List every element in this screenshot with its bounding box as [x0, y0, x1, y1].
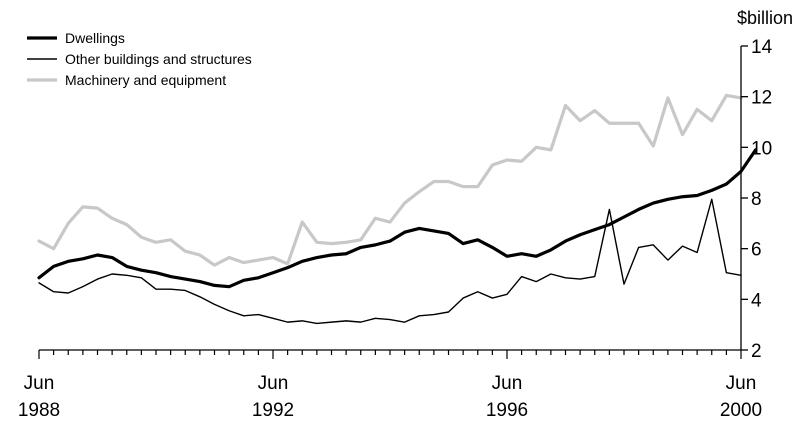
- y-tick-label: 4: [751, 290, 762, 311]
- y-tick-label: 8: [751, 189, 762, 210]
- x-tick-label-year: 2000: [720, 400, 762, 421]
- x-tick-label-month: Jun: [726, 373, 757, 394]
- series-line-other-buildings-and-structures: [38, 198, 742, 325]
- x-tick-label-month: Jun: [24, 373, 55, 394]
- series-line-machinery-and-equipment: [37, 93, 743, 267]
- y-tick-label: 6: [751, 240, 762, 261]
- x-tick-label-year: 1988: [18, 400, 60, 421]
- y-axis: 2 4 6 8 10 12 14: [740, 37, 773, 362]
- x-axis: Jun 1988 Jun 1992 Jun 1996 Jun 2000: [18, 349, 762, 421]
- x-tick-label-year: 1996: [486, 400, 528, 421]
- y-tick-label: 10: [751, 138, 772, 159]
- x-tick-label-month: Jun: [492, 373, 523, 394]
- legend-label-other-buildings-and-structures: Other buildings and structures: [65, 51, 252, 67]
- y-axis-unit-label: $billion: [737, 8, 793, 28]
- legend-label-machinery-and-equipment: Machinery and equipment: [65, 72, 226, 88]
- x-tick-label-year: 1992: [252, 400, 294, 421]
- series-line-dwellings: [37, 148, 758, 289]
- series-layer: [37, 93, 758, 325]
- y-tick-label: 14: [751, 37, 773, 58]
- y-tick-label: 2: [751, 341, 762, 362]
- legend: Dwellings Other buildings and structures M…: [27, 30, 252, 88]
- legend-label-dwellings: Dwellings: [65, 30, 125, 46]
- y-tick-label: 12: [751, 88, 772, 109]
- x-tick-label-month: Jun: [258, 373, 289, 394]
